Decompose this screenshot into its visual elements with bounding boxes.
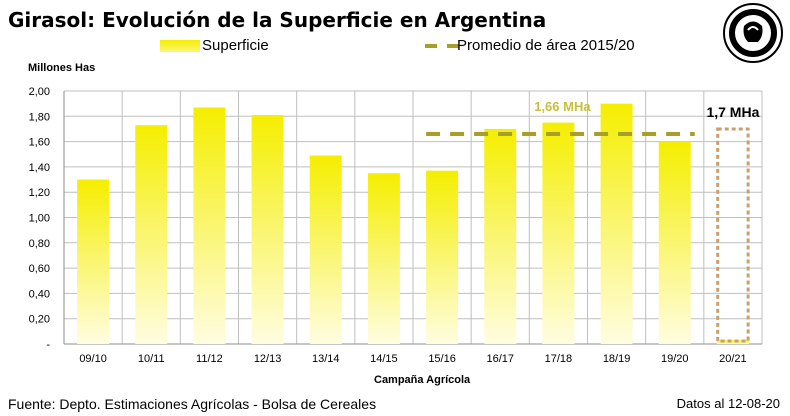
x-tick-label: 16/17	[486, 353, 514, 365]
chart-title: Girasol: Evolución de la Superficie en A…	[8, 8, 547, 32]
footer-date: Datos al 12-08-20	[676, 396, 780, 411]
x-tick-label: 13/14	[312, 353, 340, 365]
y-tick-label: 0,60	[29, 263, 50, 275]
bar-09-10	[77, 179, 110, 344]
y-tick-label: 1,00	[29, 213, 50, 225]
y-tick-label: 1,60	[29, 137, 50, 149]
y-tick-label: 0,40	[29, 288, 50, 300]
y-tick-label: 1,80	[29, 111, 50, 123]
bar-18-19	[600, 103, 633, 345]
bar-13-14	[309, 155, 342, 344]
x-tick-label: 09/10	[79, 353, 107, 365]
bar-14-15	[367, 173, 400, 344]
bar-17-18	[542, 122, 575, 344]
y-tick-label: 1,40	[29, 162, 50, 174]
legend-label-superficie: Superficie	[202, 37, 269, 54]
average-annotation: 1,66 MHa	[534, 99, 591, 114]
legend-swatch-dash	[425, 44, 465, 48]
bar-11-12	[193, 107, 226, 344]
estimate-box	[716, 127, 750, 343]
footer-source: Fuente: Depto. Estimaciones Agrícolas - …	[8, 396, 377, 412]
y-tick-label: 1,20	[29, 187, 50, 199]
bar-10-11	[135, 125, 168, 344]
estimate-annotation: 1,7 MHa	[706, 104, 759, 120]
x-tick-label: 15/16	[428, 353, 456, 365]
bar-16-17	[484, 128, 517, 344]
y-tick-label: 2,00	[29, 86, 50, 98]
x-tick-label: 20/21	[719, 353, 747, 365]
x-tick-label: 11/12	[196, 353, 223, 365]
y-axis-label: Millones Has	[28, 62, 96, 74]
x-tick-label: 12/13	[254, 353, 282, 365]
y-tick-label: -	[46, 339, 50, 351]
x-tick-label: 18/19	[603, 353, 631, 365]
bar-12-13	[251, 115, 284, 344]
x-tick-label: 17/18	[545, 353, 573, 365]
x-tick-label: 10/11	[138, 353, 165, 365]
y-tick-label: 0,20	[29, 314, 50, 326]
x-axis-label: Campaña Agrícola	[374, 374, 471, 386]
bolsa-de-cereales-logo	[723, 3, 783, 63]
legend-swatch-bar	[160, 40, 200, 52]
bar-20-21	[716, 340, 749, 344]
x-tick-label: 14/15	[370, 353, 398, 365]
bar-15-16	[426, 170, 459, 344]
y-tick-label: 0,80	[29, 238, 50, 250]
x-tick-label: 19/20	[661, 353, 689, 365]
legend-label-promedio: Promedio de área 2015/20	[457, 37, 635, 54]
bar-19-20	[658, 141, 691, 344]
